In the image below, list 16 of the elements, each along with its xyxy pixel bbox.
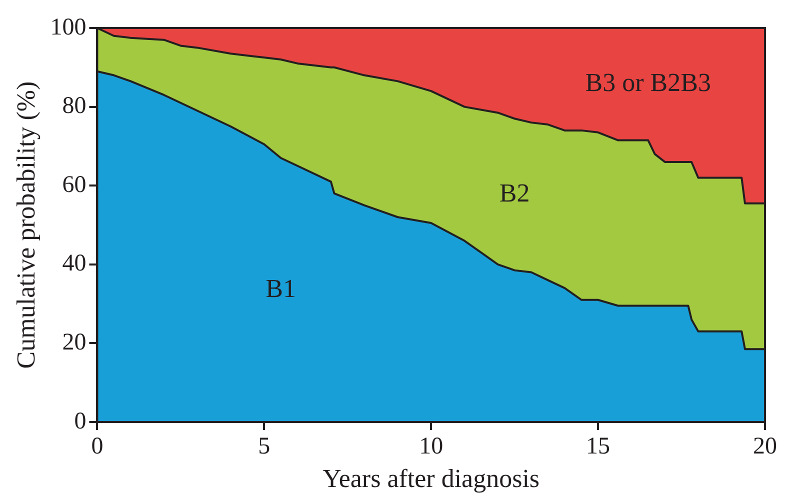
x-tick-label: 20 [753, 434, 777, 460]
x-tick-label: 15 [586, 434, 610, 460]
y-tick-label: 60 [62, 172, 86, 198]
series-label: B1 [266, 274, 296, 303]
y-tick-label: 0 [74, 408, 86, 434]
y-tick-label: 80 [62, 93, 86, 120]
x-tick-label: 5 [258, 434, 270, 460]
y-axis-title: Cumulative probability (%) [11, 81, 40, 369]
y-tick-label: 100 [50, 14, 86, 40]
series-label: B3 or B2B3 [585, 68, 711, 97]
x-axis-title: Years after diagnosis [322, 464, 540, 494]
series-label: B2 [499, 178, 530, 208]
y-tick-label: 40 [62, 250, 86, 277]
y-tick-label: 20 [62, 329, 86, 356]
x-tick-label: 10 [419, 434, 444, 460]
x-tick-label: 0 [91, 434, 104, 460]
